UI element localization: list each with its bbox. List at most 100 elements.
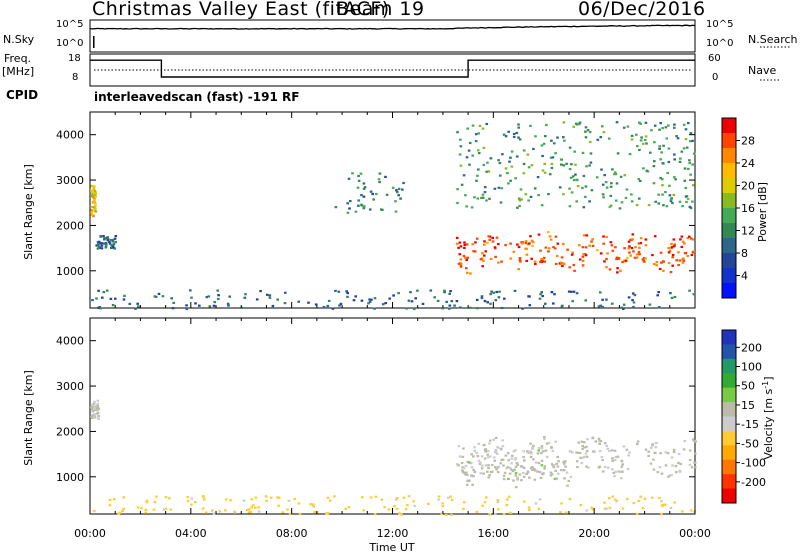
power-cell [467, 149, 471, 152]
velocity-cell [145, 499, 149, 502]
power-cell [633, 294, 637, 297]
velocity-cell [682, 448, 686, 451]
power-cell [484, 250, 488, 253]
power-cell [636, 253, 639, 256]
velocity-cell [625, 448, 629, 451]
velocity-cell [536, 470, 539, 473]
power-cell [655, 264, 658, 267]
velocity-cell [462, 507, 465, 510]
velocity-cell [621, 463, 624, 466]
velocity-colorbar-tick-label: 15 [741, 399, 755, 412]
power-cell [670, 197, 673, 200]
velocity-cell [580, 462, 584, 465]
power-cell [672, 193, 676, 196]
ytick-label: 3000 [56, 380, 84, 393]
power-cell [630, 138, 634, 141]
velocity-cell [250, 498, 254, 501]
power-cell [517, 136, 520, 139]
velocity-cell [544, 449, 548, 452]
power-cell [584, 126, 588, 129]
power-cell [670, 242, 673, 245]
velocity-cell [468, 479, 471, 483]
velocity-cell [549, 471, 553, 474]
power-cell [368, 298, 371, 301]
velocity-cell [520, 479, 523, 482]
power-cell [666, 171, 669, 175]
velocity-cell [484, 464, 488, 467]
power-cell [378, 181, 381, 184]
power-cell [543, 260, 547, 263]
power-cell [520, 242, 524, 245]
power-cell [111, 239, 115, 242]
power-cell [99, 235, 102, 238]
velocity-cell [118, 511, 122, 514]
power-cell [371, 192, 374, 196]
velocity-cell [690, 466, 694, 469]
power-cell [466, 127, 469, 130]
power-cell [255, 298, 259, 301]
power-cell [559, 158, 563, 161]
velocity-cell [577, 451, 580, 454]
velocity-cell [551, 449, 555, 452]
power-cell [538, 297, 542, 300]
power-cell [464, 194, 467, 197]
power-cell [471, 154, 474, 157]
velocity-colorbar-tick-label: 50 [741, 380, 755, 393]
power-cell [658, 145, 661, 148]
power-cell [492, 291, 495, 294]
power-cell [521, 307, 524, 310]
power-cell [673, 126, 676, 129]
velocity-cell [668, 474, 672, 477]
velocity-cell [610, 449, 614, 452]
power-cell [628, 245, 631, 248]
velocity-cell [121, 509, 124, 513]
velocity-cell [481, 504, 484, 507]
velocity-cell [510, 462, 513, 465]
power-cell [453, 304, 456, 307]
velocity-cell [383, 506, 386, 509]
power-cell [615, 258, 618, 261]
velocity-cell [641, 507, 645, 510]
velocity-cell [242, 499, 246, 502]
power-cell [637, 242, 641, 245]
velocity-cell [387, 508, 391, 511]
power-cell [407, 299, 411, 302]
power-cell [561, 243, 565, 246]
power-cell [635, 133, 638, 136]
power-cell [601, 125, 604, 128]
velocity-cell [556, 465, 560, 468]
velocity-cell [536, 452, 540, 455]
velocity-cell [511, 454, 514, 457]
power-cell [354, 295, 357, 298]
velocity-cell [636, 440, 640, 443]
power-cell [547, 247, 551, 250]
power-cell [363, 186, 367, 189]
velocity-cell [488, 474, 491, 477]
velocity-cell [466, 483, 469, 486]
power-cell [584, 130, 587, 133]
power-cell [534, 262, 537, 266]
ytick-label: 1000 [56, 471, 84, 484]
velocity-cell [487, 476, 490, 479]
velocity-cell [664, 464, 668, 467]
power-cell [357, 199, 360, 202]
power-cell [627, 247, 630, 250]
velocity-colorbar-frame [721, 329, 737, 504]
velocity-cell [555, 477, 558, 480]
power-cell [616, 271, 619, 274]
power-cell [571, 251, 574, 254]
power-cell [562, 262, 566, 265]
velocity-cell [550, 473, 554, 476]
velocity-colorbar-swatch [722, 445, 736, 461]
power-cell [531, 240, 535, 244]
power-cell [185, 307, 189, 311]
power-cell [483, 300, 487, 303]
velocity-cell [584, 452, 588, 455]
power-cell [457, 262, 461, 265]
velocity-cell [94, 406, 98, 409]
power-cell [96, 243, 100, 246]
power-cell [599, 304, 603, 307]
velocity-cell [554, 469, 557, 472]
velocity-cell [480, 455, 484, 458]
power-cell [536, 176, 540, 179]
